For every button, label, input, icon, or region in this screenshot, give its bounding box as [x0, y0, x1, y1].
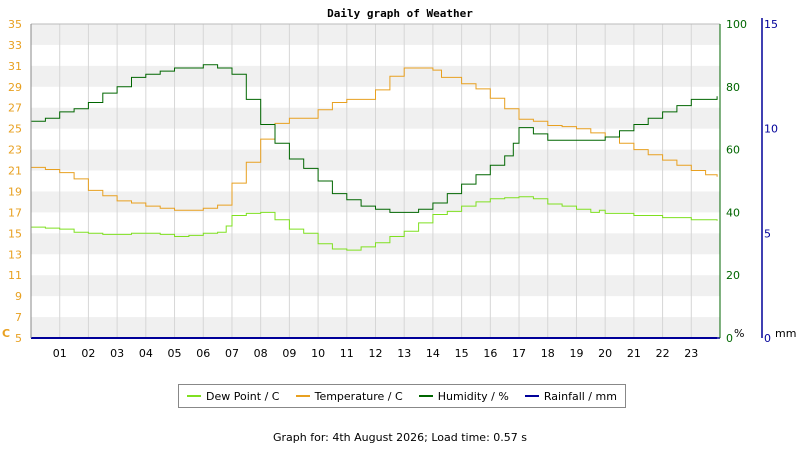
- x-tick-label: 12: [369, 347, 383, 360]
- x-tick-label: 10: [311, 347, 325, 360]
- vertical-gridlines: [31, 23, 720, 338]
- x-tick-label: 22: [656, 347, 670, 360]
- rain-axis-unit: mm: [775, 327, 796, 340]
- x-tick-label: 14: [426, 347, 440, 360]
- x-tick-label: 06: [196, 347, 210, 360]
- x-tick-label: 20: [598, 347, 612, 360]
- left-tick-label: 7: [15, 311, 22, 324]
- x-tick-label: 08: [254, 347, 268, 360]
- left-tick-label: 25: [8, 123, 22, 136]
- legend-label-rainfall: Rainfall / mm: [543, 389, 617, 403]
- left-tick-label: 35: [8, 18, 22, 31]
- x-tick-label: 15: [455, 347, 469, 360]
- humidity-tick-label: 60: [726, 144, 740, 157]
- left-tick-label: 33: [8, 39, 22, 52]
- graph-footer: Graph for: 4th August 2026; Load time: 0…: [273, 431, 527, 444]
- x-tick-label: 17: [512, 347, 526, 360]
- x-tick-label: 23: [684, 347, 698, 360]
- left-tick-label: 21: [8, 165, 22, 178]
- humidity-axis-unit: %: [734, 327, 744, 340]
- rain-tick-label: 5: [764, 227, 771, 240]
- series-line-dew-point: [31, 196, 718, 251]
- humidity-tick-label: 40: [726, 206, 740, 219]
- x-tick-label: 19: [569, 347, 583, 360]
- x-tick-label: 21: [627, 347, 641, 360]
- x-tick-label: 03: [110, 347, 124, 360]
- humidity-tick-label: 0: [726, 332, 733, 345]
- humidity-tick-label: 20: [726, 269, 740, 282]
- rain-tick-label: 0: [764, 332, 771, 345]
- x-tick-label: 18: [541, 347, 555, 360]
- legend-swatch-humidity: [418, 395, 433, 397]
- left-tick-label: 23: [8, 144, 22, 157]
- rain-tick-label: 15: [764, 18, 778, 31]
- left-tick-label: 5: [15, 332, 22, 345]
- series-line-humidity: [31, 64, 718, 213]
- humidity-tick-label: 100: [726, 18, 747, 31]
- rain-tick-label: 10: [764, 123, 778, 136]
- left-tick-label: 17: [8, 206, 22, 219]
- x-tick-label: 05: [168, 347, 182, 360]
- legend-swatch-dew-point: [187, 395, 202, 397]
- x-tick-label: 01: [53, 347, 67, 360]
- x-tick-label: 04: [139, 347, 153, 360]
- left-tick-label: 9: [15, 290, 22, 303]
- humidity-tick-label: 80: [726, 81, 740, 94]
- left-tick-label: 13: [8, 248, 22, 261]
- left-axis-unit: C: [2, 327, 10, 340]
- legend-label-humidity: Humidity / %: [437, 389, 509, 403]
- legend-item-rainfall: Rainfall / mm: [524, 389, 617, 403]
- chart-title: Daily graph of Weather: [327, 7, 473, 20]
- legend-label-dew-point: Dew Point / C: [206, 389, 280, 403]
- legend-swatch-rainfall: [524, 395, 539, 397]
- legend-item-temperature: Temperature / C: [295, 389, 403, 403]
- x-tick-label: 09: [282, 347, 296, 360]
- x-tick-label: 16: [483, 347, 497, 360]
- x-tick-label: 11: [340, 347, 354, 360]
- legend-label-temperature: Temperature / C: [314, 389, 403, 403]
- legend-item-dew-point: Dew Point / C: [187, 390, 279, 403]
- legend-item-humidity: Humidity / %: [418, 389, 509, 403]
- left-tick-label: 15: [8, 227, 22, 240]
- left-tick-label: 19: [8, 185, 22, 198]
- x-tick-label: 13: [397, 347, 411, 360]
- chart-legend: Dew Point / C Temperature / C Humidity /…: [178, 384, 626, 408]
- left-tick-label: 31: [8, 60, 22, 73]
- left-tick-label: 29: [8, 81, 22, 94]
- left-tick-label: 27: [8, 102, 22, 115]
- legend-swatch-temperature: [295, 395, 310, 397]
- x-tick-label: 07: [225, 347, 239, 360]
- left-tick-label: 11: [8, 269, 22, 282]
- x-tick-label: 02: [81, 347, 95, 360]
- axes-layer: 01 02 03 04 05 06 07 08 09 10 11 12 13 14 15 16 17 18 19 20…: [2, 18, 796, 360]
